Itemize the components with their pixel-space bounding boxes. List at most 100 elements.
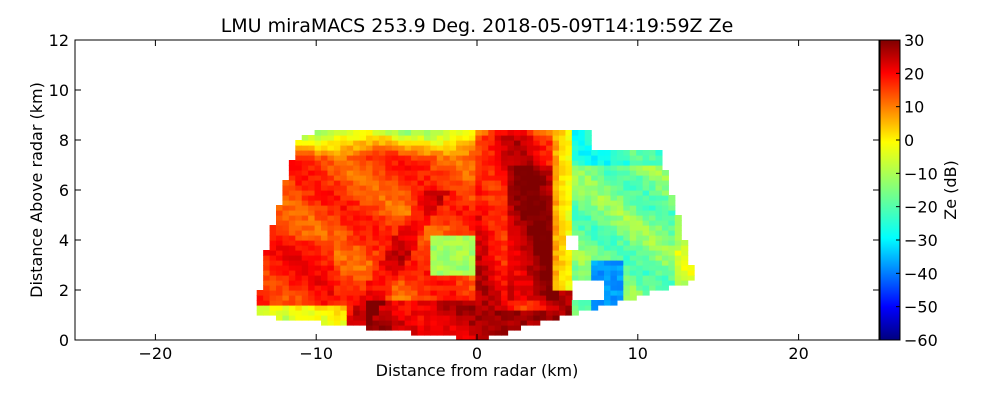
radar-cell: [507, 210, 515, 216]
radar-cell: [276, 235, 284, 241]
radar-cell: [481, 185, 489, 191]
radar-cell: [642, 175, 650, 181]
radar-cell: [353, 230, 361, 236]
radar-cell: [366, 230, 374, 236]
radar-cell: [565, 305, 573, 311]
radar-cell: [661, 280, 669, 286]
radar-cell: [649, 160, 657, 166]
radar-cell: [366, 225, 374, 231]
radar-cell: [571, 185, 579, 191]
radar-cell: [301, 140, 309, 146]
radar-cell: [449, 205, 457, 211]
radar-cell: [359, 190, 367, 196]
radar-cell: [449, 145, 457, 151]
radar-cell: [385, 275, 393, 281]
radar-cell: [520, 195, 528, 201]
radar-cell: [385, 240, 393, 246]
radar-cell: [533, 200, 541, 206]
radar-cell: [301, 175, 309, 181]
radar-cell: [378, 170, 386, 176]
radar-cell: [353, 280, 361, 286]
radar-cell: [591, 275, 599, 281]
radar-cell: [353, 290, 361, 296]
radar-cell: [436, 215, 444, 221]
radar-cell: [468, 135, 476, 141]
radar-cell: [559, 215, 567, 221]
radar-cell: [359, 185, 367, 191]
radar-cell: [372, 205, 380, 211]
radar-cell: [449, 250, 457, 256]
radar-cell: [282, 270, 290, 276]
radar-cell: [552, 195, 560, 201]
radar-cell: [559, 285, 567, 291]
radar-cell: [372, 170, 380, 176]
radar-cell: [295, 295, 303, 301]
radar-cell: [520, 190, 528, 196]
radar-cell: [552, 300, 560, 306]
radar-cell: [533, 255, 541, 261]
radar-cell: [372, 160, 380, 166]
radar-cell: [526, 220, 534, 226]
y-tick-label: 4: [59, 231, 69, 250]
radar-cell: [475, 285, 483, 291]
radar-cell: [398, 190, 406, 196]
radar-cell: [359, 130, 367, 136]
radar-cell: [533, 145, 541, 151]
radar-cell: [488, 240, 496, 246]
radar-cell: [449, 215, 457, 221]
radar-cell: [411, 185, 419, 191]
radar-cell: [661, 205, 669, 211]
radar-cell: [481, 175, 489, 181]
radar-cell: [417, 255, 425, 261]
radar-cell: [642, 290, 650, 296]
radar-cell: [456, 335, 464, 340]
radar-cell: [552, 135, 560, 141]
radar-cell: [366, 305, 374, 311]
radar-cell: [276, 310, 284, 316]
radar-cell: [546, 285, 554, 291]
radar-cell: [391, 155, 399, 161]
radar-cell: [501, 295, 509, 301]
y-tick-label: 0: [59, 331, 69, 350]
radar-cell: [468, 260, 476, 266]
radar-cell: [642, 165, 650, 171]
radar-cell: [301, 135, 309, 141]
radar-cell: [456, 325, 464, 331]
radar-cell: [288, 245, 296, 251]
radar-cell: [571, 305, 579, 311]
radar-cell: [385, 140, 393, 146]
radar-cell: [668, 275, 676, 281]
radar-cell: [513, 200, 522, 206]
radar-cell: [539, 145, 547, 151]
radar-cell: [321, 310, 329, 316]
radar-cell: [430, 305, 438, 311]
radar-cell: [584, 235, 592, 241]
radar-cell: [629, 255, 637, 261]
radar-cell: [559, 300, 567, 306]
radar-cell: [321, 235, 329, 241]
radar-cell: [366, 290, 374, 296]
radar-cell: [430, 165, 438, 171]
radar-cell: [359, 205, 367, 211]
radar-cell: [340, 290, 348, 296]
radar-cell: [578, 305, 586, 311]
radar-cell: [552, 175, 560, 181]
radar-cell: [456, 285, 464, 291]
radar-cell: [372, 185, 380, 191]
radar-cell: [333, 225, 341, 231]
radar-cell: [443, 290, 451, 296]
radar-cell: [372, 220, 380, 226]
radar-cell: [411, 165, 419, 171]
radar-cell: [649, 250, 657, 256]
radar-cell: [494, 175, 502, 181]
colorbar-tick-label: −40: [904, 264, 938, 283]
radar-cell: [552, 230, 560, 236]
radar-cell: [578, 250, 586, 256]
radar-cell: [385, 305, 393, 311]
radar-cell: [571, 255, 579, 261]
radar-cell: [668, 255, 676, 261]
radar-cell: [423, 275, 431, 281]
radar-cell: [526, 145, 534, 151]
radar-cell: [661, 215, 669, 221]
radar-cell: [655, 170, 663, 176]
